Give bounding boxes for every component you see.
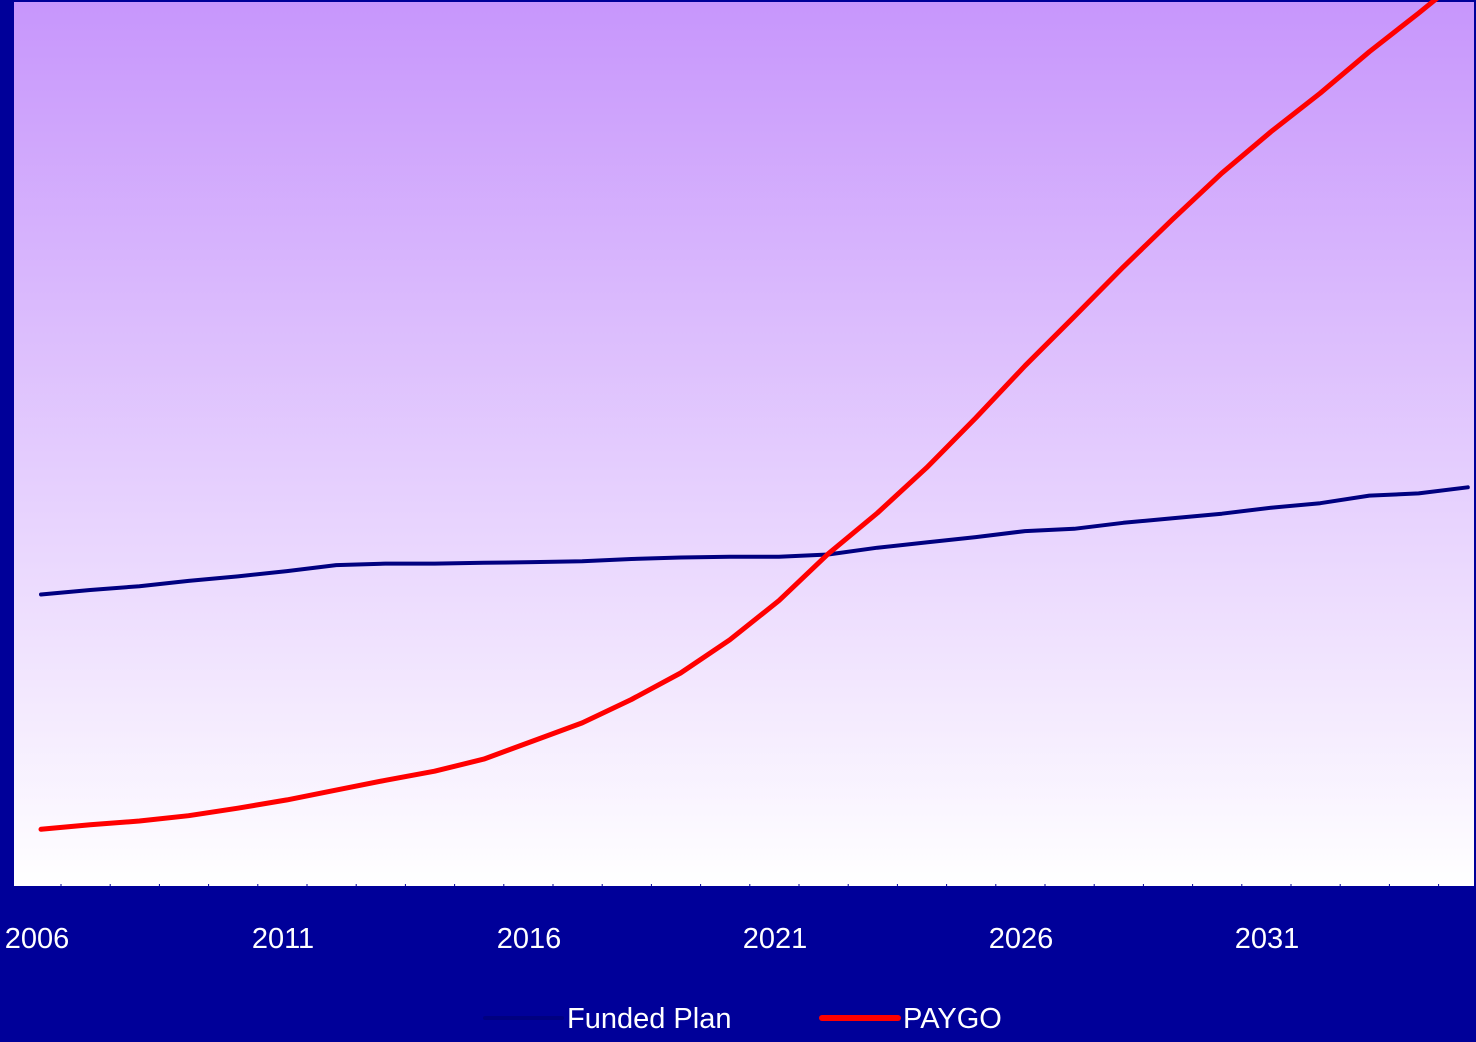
plot-area [14,2,1474,886]
x-tick-label: 2011 [252,923,314,955]
x-tick-label: 2006 [5,923,70,955]
legend-label-paygo: PAYGO [903,1003,1002,1035]
x-tick-label: 2026 [989,923,1054,955]
x-axis-labels: 2006 2011 2016 2021 2026 2031 [5,923,1300,955]
legend: Funded Plan PAYGO [485,1003,1002,1035]
x-tick-label: 2016 [497,923,562,955]
x-tick-label: 2021 [743,923,808,955]
x-tick-label: 2031 [1235,923,1300,955]
legend-label-funded-plan: Funded Plan [567,1003,731,1035]
